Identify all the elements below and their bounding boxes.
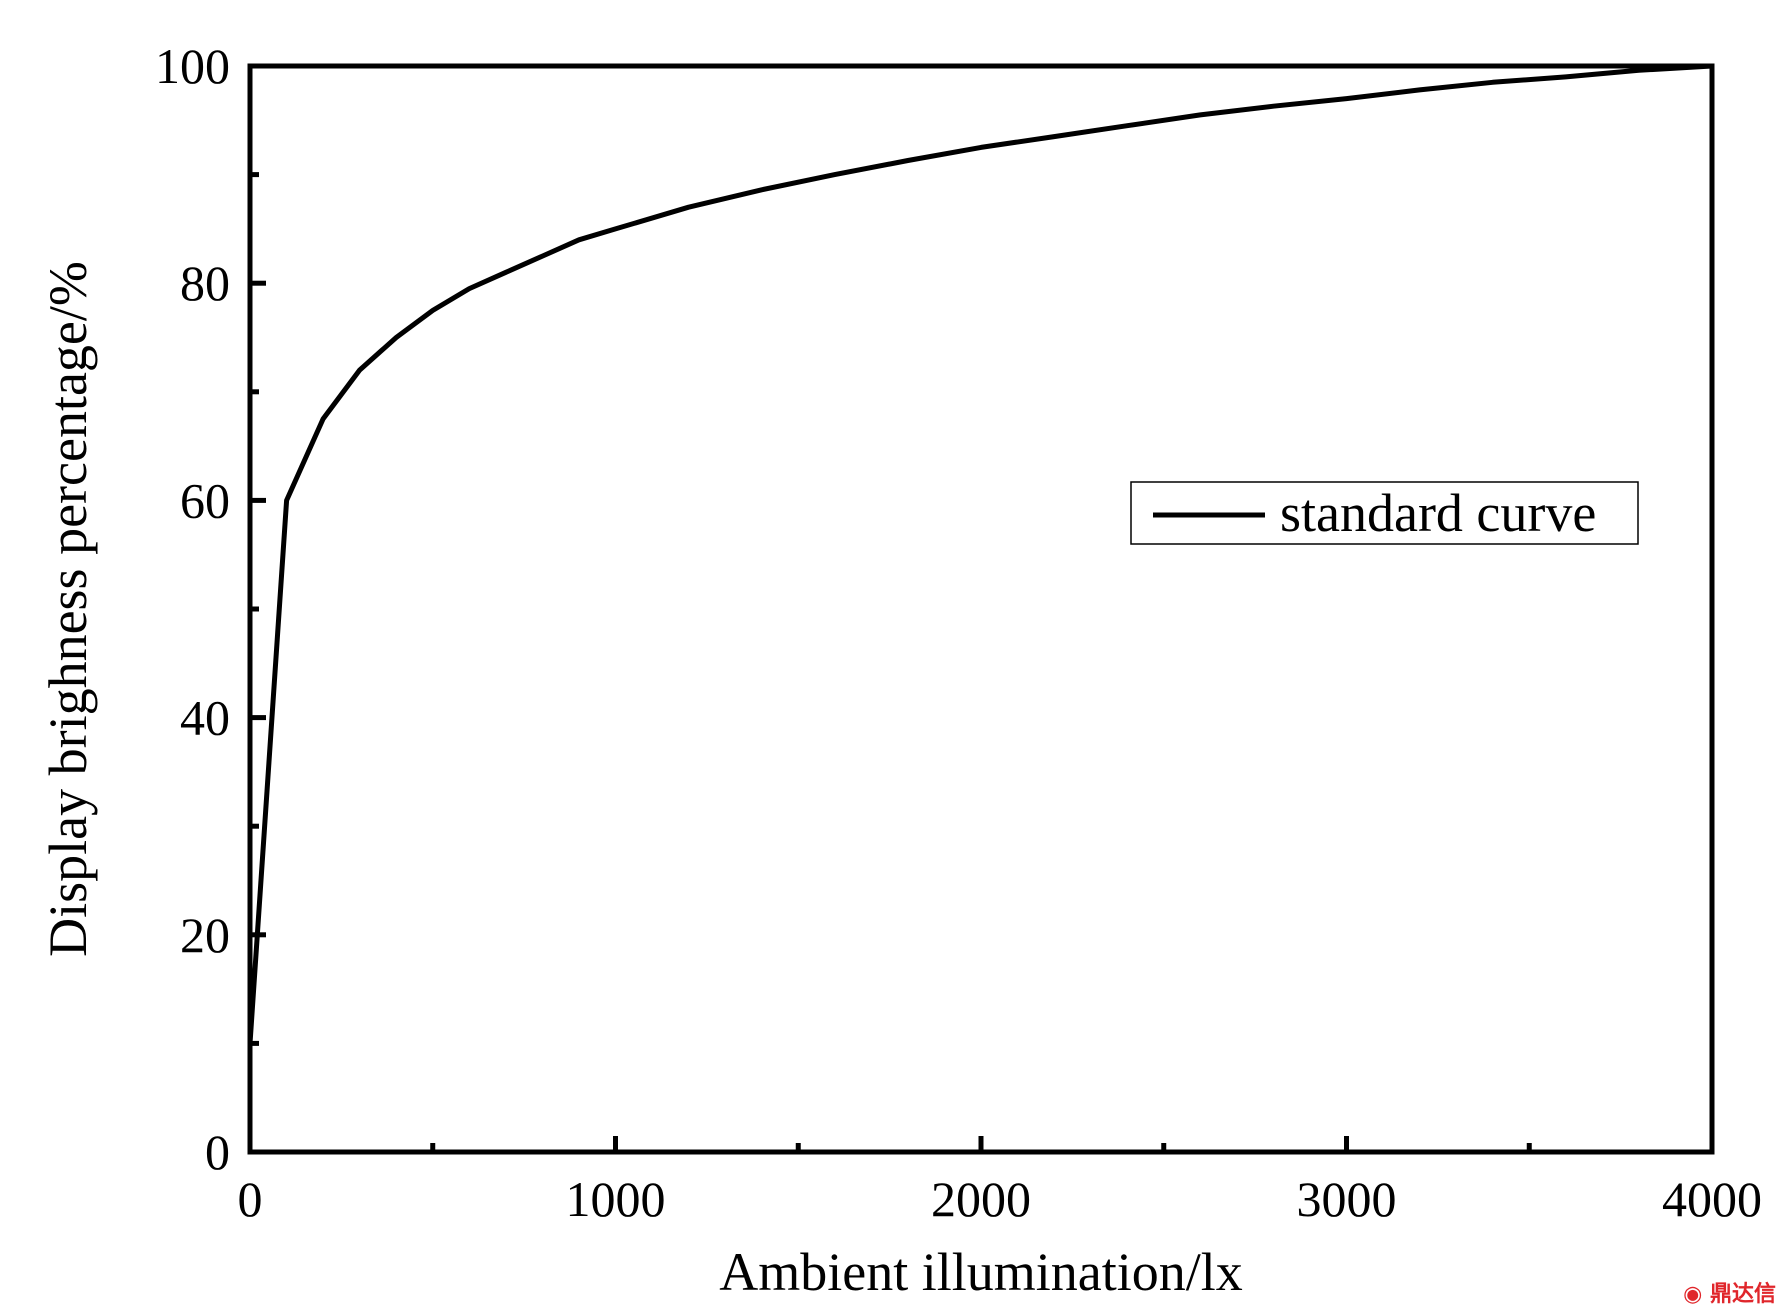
plot-frame (247, 63, 1715, 1155)
axis-ticks (247, 63, 1715, 1155)
legend-label: standard curve (1280, 483, 1596, 543)
watermark-logo: ◉ 鼎达信 (1683, 1276, 1776, 1308)
y-tick-label: 0 (205, 1124, 230, 1180)
y-tick-label: 20 (180, 907, 230, 963)
x-tick-label: 4000 (1662, 1171, 1762, 1227)
y-tick-label: 80 (180, 255, 230, 311)
y-tick-label: 40 (180, 690, 230, 746)
x-axis-title: Ambient illumination/lx (719, 1242, 1242, 1302)
legend: standard curve (1130, 481, 1639, 545)
watermark-text: 鼎达信 (1709, 1282, 1776, 1307)
x-tick-label: 1000 (566, 1171, 666, 1227)
axis-tick-labels: 0 1000 2000 3000 4000 0 20 40 60 80 100 (155, 38, 1762, 1227)
y-tick-label: 60 (180, 472, 230, 528)
x-tick-label: 2000 (931, 1171, 1031, 1227)
x-tick-label: 3000 (1297, 1171, 1397, 1227)
logo-icon: ◉ (1683, 1282, 1703, 1307)
y-tick-label: 100 (155, 38, 230, 94)
standard-curve-line (247, 63, 1713, 1044)
y-axis-title: Display brighness percentage/% (38, 261, 98, 957)
x-tick-label: 0 (238, 1171, 263, 1227)
